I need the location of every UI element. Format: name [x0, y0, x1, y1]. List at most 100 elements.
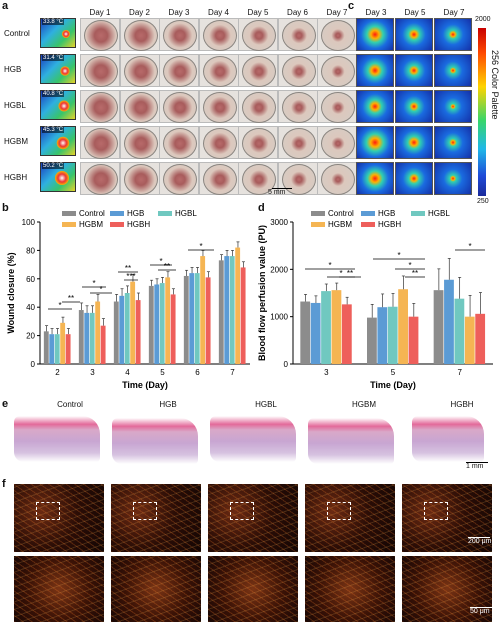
ldpi-image	[434, 90, 472, 123]
panel-label-f: f	[2, 478, 6, 490]
wound-photo	[159, 18, 199, 51]
ldpi-image	[356, 90, 394, 123]
wound-area	[321, 128, 355, 159]
thermal-hotspot	[56, 136, 70, 150]
bar	[300, 301, 311, 364]
masson-overview	[208, 484, 298, 552]
bar	[154, 284, 160, 364]
bar	[119, 295, 125, 364]
wound-area	[242, 164, 276, 195]
bar	[205, 277, 211, 364]
wound-area	[163, 20, 197, 51]
group-label: HGB	[4, 65, 22, 74]
panel-label-e: e	[2, 398, 9, 410]
temperature-label: 40.8 °C	[42, 91, 65, 97]
wound-area	[163, 128, 197, 159]
color-palette-bar	[478, 28, 486, 196]
wound-area	[84, 20, 118, 51]
bar	[310, 302, 321, 364]
panel-label-d: d	[258, 202, 265, 214]
legend-swatch	[311, 211, 325, 216]
wound-photo	[159, 162, 199, 195]
bar	[95, 301, 101, 364]
wound-photo	[317, 126, 357, 159]
significance-mark: *	[397, 251, 400, 260]
wound-photo	[277, 162, 318, 195]
bar	[444, 279, 454, 364]
x-tick-label: 4	[125, 368, 130, 377]
wound-area	[281, 56, 316, 87]
palette-max-label: 2000	[475, 16, 491, 23]
y-tick-label: 0	[31, 360, 36, 369]
bar	[84, 312, 90, 364]
x-tick-label: 2	[55, 368, 60, 377]
he-section	[112, 418, 198, 464]
temperature-label: 50.2 °C	[42, 163, 65, 169]
wound-photo	[198, 90, 239, 123]
wound-area	[281, 92, 316, 123]
bar	[387, 306, 398, 364]
y-tick-label: 100	[22, 218, 36, 227]
bar	[54, 334, 60, 364]
ldpi-day-label: Day 3	[365, 8, 387, 17]
wound-photo	[159, 90, 199, 123]
y-tick-label: 20	[26, 332, 35, 341]
wound-photo	[159, 126, 199, 159]
wound-photo	[317, 54, 357, 87]
significance-mark: **	[347, 269, 353, 278]
wound-area	[281, 20, 316, 51]
significance-mark: **	[164, 262, 170, 271]
ldpi-image	[356, 18, 394, 51]
wound-photo	[80, 54, 120, 87]
bar	[454, 298, 465, 364]
significance-mark: **	[125, 264, 131, 273]
legend-swatch	[110, 211, 124, 216]
bar	[224, 256, 230, 364]
masson-zoom	[305, 556, 395, 622]
he-group-label: HGB	[159, 400, 177, 409]
bar	[148, 285, 154, 364]
wound-area	[242, 128, 276, 159]
y-tick-label: 40	[26, 303, 35, 312]
wound-area	[321, 92, 355, 123]
significance-mark: **	[412, 269, 418, 278]
significance-mark: *	[468, 242, 471, 251]
wound-area	[202, 56, 237, 87]
wound-photo	[238, 90, 278, 123]
bar	[321, 291, 331, 364]
bar	[170, 294, 176, 364]
scale-bar-f2: 50 μm	[470, 607, 492, 615]
legend-swatch	[311, 222, 325, 227]
legend-swatch	[110, 222, 124, 227]
masson-overview	[402, 484, 492, 552]
significance-mark: **	[68, 294, 74, 303]
significance-mark: *	[92, 279, 95, 288]
temperature-label: 45.3 °C	[42, 127, 65, 133]
legend-label: HGB	[127, 209, 144, 218]
group-label: HGBL	[4, 101, 26, 110]
wound-photo	[198, 54, 239, 87]
bar	[100, 325, 106, 364]
y-tick-label: 3000	[270, 218, 288, 227]
ldpi-image	[356, 162, 394, 195]
y-tick-label: 80	[26, 246, 35, 255]
x-tick-label: 5	[391, 368, 396, 377]
bar	[331, 290, 342, 364]
bar	[398, 289, 408, 364]
legend-label: HGBM	[79, 220, 103, 229]
wound-area	[202, 164, 237, 195]
wound-area	[242, 92, 276, 123]
significance-mark: ***	[126, 272, 135, 281]
wound-photo	[119, 90, 160, 123]
y-axis-title: Blood flow perfusion value (PU)	[257, 225, 267, 361]
bar	[159, 283, 165, 364]
wound-area	[84, 92, 118, 123]
masson-zoom	[111, 556, 201, 622]
he-group-label: HGBM	[352, 400, 376, 409]
wound-area	[84, 56, 118, 87]
thermal-image: 31.4 °C	[40, 54, 76, 84]
bar	[377, 307, 388, 364]
scale-bar-f1: 200 μm	[468, 537, 492, 545]
wound-photo	[119, 162, 160, 195]
group-label: HGBH	[4, 173, 28, 182]
